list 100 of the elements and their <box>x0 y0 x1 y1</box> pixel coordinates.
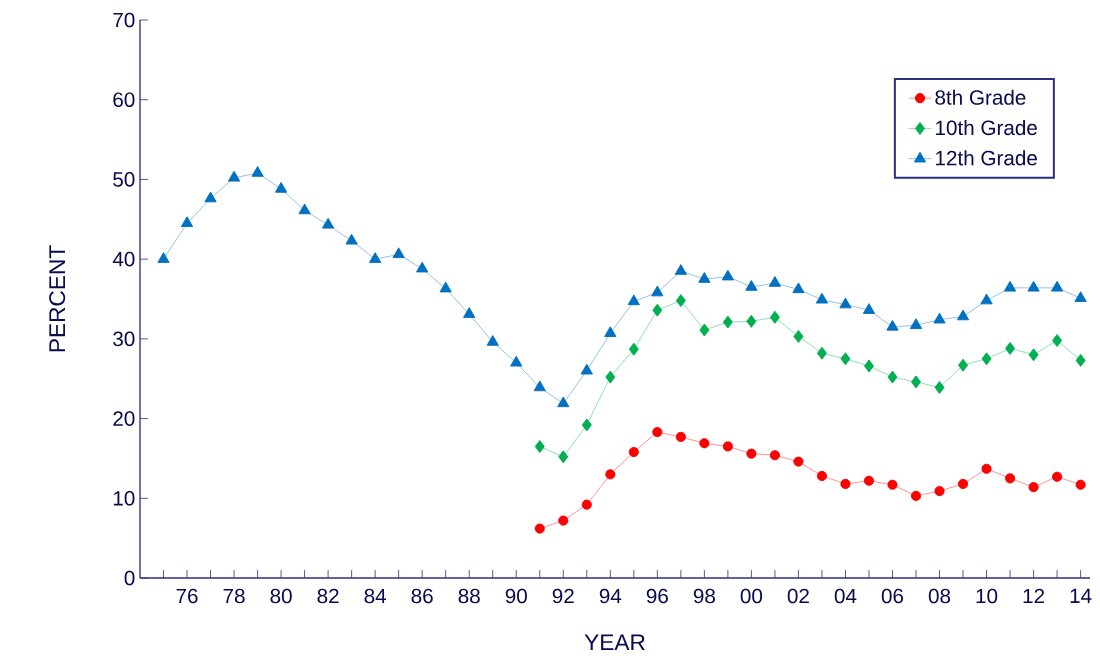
x-tick-label: 92 <box>552 588 574 604</box>
y-tick-label: 60 <box>113 92 135 108</box>
point <box>934 486 945 497</box>
x-tick-label: 12 <box>1023 588 1045 604</box>
point <box>746 314 757 328</box>
point <box>1050 280 1064 292</box>
point <box>627 294 640 306</box>
point <box>1004 473 1016 484</box>
point <box>958 358 968 372</box>
point <box>698 272 711 283</box>
point <box>558 450 569 464</box>
point <box>605 469 616 480</box>
x-tick-label: 10 <box>976 588 998 604</box>
point <box>439 281 452 293</box>
point <box>721 269 734 281</box>
point <box>839 297 852 309</box>
point <box>981 463 992 474</box>
point <box>651 285 664 297</box>
point <box>887 479 898 490</box>
point <box>392 247 405 259</box>
x-tick-label: 94 <box>599 588 622 604</box>
x-tick-label: 90 <box>505 588 527 604</box>
point <box>581 418 592 432</box>
y-tick-label: 40 <box>112 251 135 267</box>
point <box>369 252 382 263</box>
point <box>675 431 686 442</box>
x-tick-label: 14 <box>1070 588 1092 603</box>
point <box>911 375 921 389</box>
x-tick-label: 84 <box>364 588 387 604</box>
point <box>675 294 686 308</box>
x-tick-label: 86 <box>411 588 433 604</box>
point <box>816 470 828 482</box>
point <box>934 381 945 394</box>
point <box>1028 482 1039 493</box>
x-tick-label: 76 <box>176 588 198 604</box>
point <box>909 318 923 330</box>
point <box>581 499 592 510</box>
y-tick-label: 30 <box>113 331 135 347</box>
point <box>1075 353 1086 367</box>
x-tick-label: 02 <box>787 588 809 604</box>
x-tick-label: 08 <box>928 588 951 604</box>
x-tick-label: 82 <box>317 588 339 604</box>
y-tick-label: 0 <box>124 570 135 586</box>
y-tick-label: 70 <box>113 12 135 28</box>
point <box>887 370 898 384</box>
point <box>628 446 639 458</box>
point <box>1028 348 1039 362</box>
point <box>251 166 264 177</box>
point <box>533 380 546 392</box>
point <box>652 427 663 438</box>
x-tick-label: 96 <box>646 588 668 604</box>
legend-label: 8th Grade <box>935 89 1026 105</box>
point <box>510 355 523 367</box>
point <box>815 292 829 304</box>
point <box>157 252 170 263</box>
point <box>180 216 194 227</box>
point <box>628 342 639 356</box>
point <box>957 478 969 490</box>
x-tick-label: 78 <box>223 588 245 604</box>
point <box>1075 479 1086 490</box>
point <box>722 441 733 452</box>
point <box>956 309 970 321</box>
point <box>746 448 757 459</box>
point <box>1005 341 1016 355</box>
x-tick-label: 80 <box>270 588 292 604</box>
point <box>605 370 616 384</box>
point <box>204 191 217 203</box>
point <box>534 440 545 453</box>
point <box>886 319 899 331</box>
point <box>652 303 663 317</box>
point <box>910 490 922 501</box>
x-tick-label: 06 <box>881 588 904 604</box>
point <box>933 312 946 324</box>
point <box>1003 280 1017 292</box>
point <box>486 335 499 346</box>
point <box>862 303 876 314</box>
point <box>793 329 804 343</box>
point <box>768 276 782 287</box>
point <box>980 293 993 305</box>
point <box>557 396 570 408</box>
y-axis-title: PERCENT <box>49 245 66 352</box>
point <box>816 346 827 360</box>
point <box>769 450 780 461</box>
point <box>1052 333 1063 347</box>
legend-label: 12th Grade <box>936 150 1037 166</box>
point <box>1074 291 1087 302</box>
point <box>840 352 851 366</box>
point <box>227 170 241 182</box>
point <box>981 352 992 366</box>
point <box>745 280 758 291</box>
point <box>322 217 335 229</box>
x-tick-label: 88 <box>458 588 480 604</box>
point <box>558 515 569 526</box>
point <box>604 326 617 337</box>
point <box>864 359 874 373</box>
point <box>345 233 358 245</box>
point <box>699 323 710 337</box>
point <box>674 264 687 275</box>
y-tick-label: 20 <box>113 411 135 426</box>
y-tick-label: 50 <box>113 172 135 187</box>
